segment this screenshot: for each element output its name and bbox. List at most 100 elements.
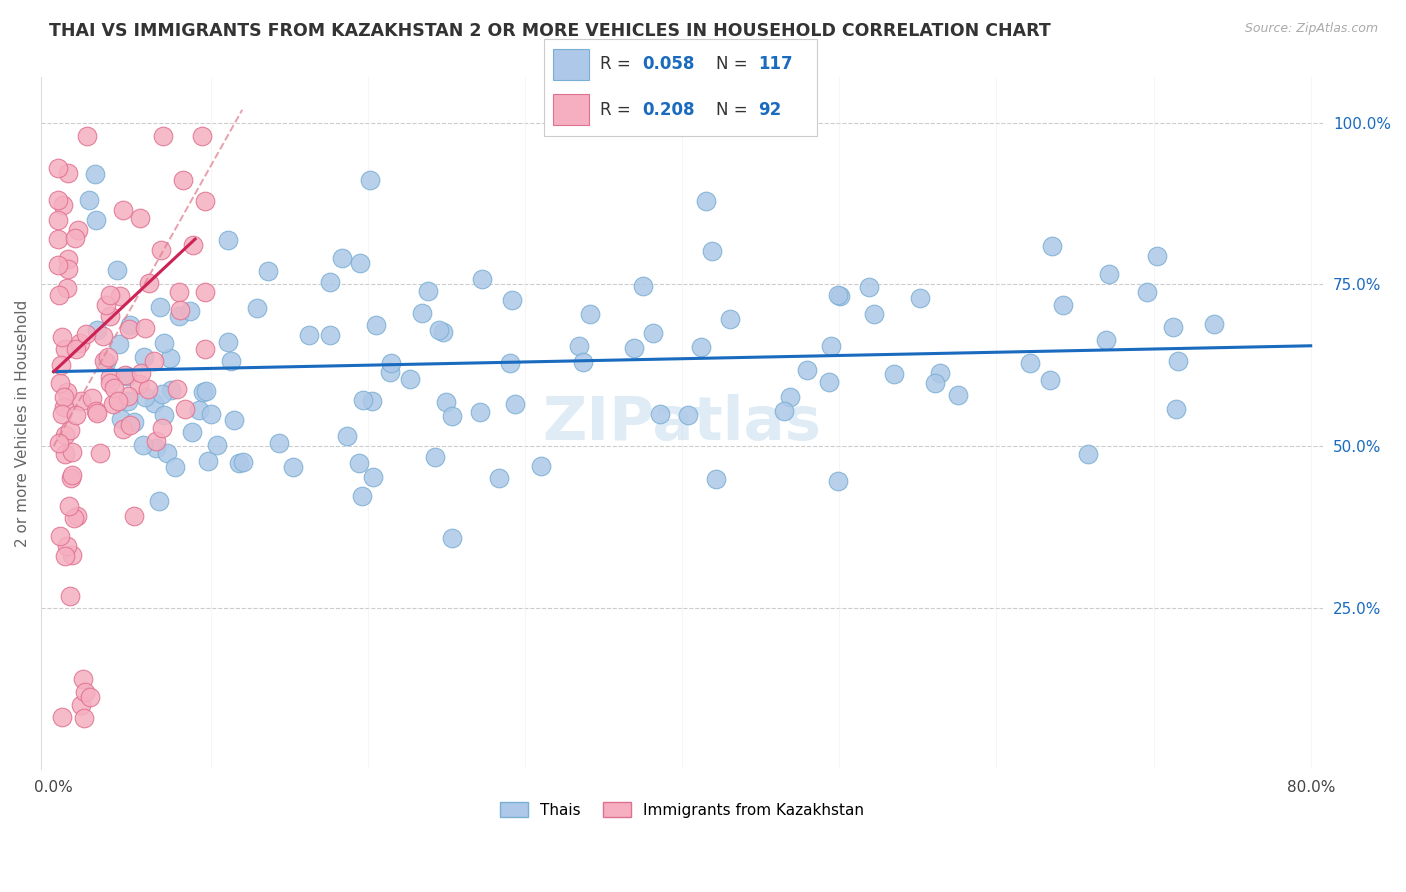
Point: [704, 472, 727, 486]
Text: ZIPatlas: ZIPatlas: [543, 394, 821, 453]
Point: [166, 382, 188, 396]
Point: [283, 459, 305, 474]
Point: [46, 212, 69, 227]
Point: [91, 328, 114, 343]
Point: [224, 413, 246, 427]
Point: [48, 435, 70, 450]
Point: [143, 395, 166, 409]
Point: [129, 366, 152, 380]
Point: [56, 166, 79, 180]
Point: [67, 223, 90, 237]
Point: [65, 343, 87, 357]
Point: [145, 441, 167, 455]
Point: [364, 318, 387, 332]
Point: [58, 252, 80, 266]
Point: [86, 323, 108, 337]
Point: [93, 354, 115, 368]
Point: [779, 390, 801, 404]
Point: [52, 198, 75, 212]
Point: [145, 434, 167, 449]
Point: [623, 341, 645, 355]
Point: [695, 194, 717, 208]
Point: [49, 529, 72, 543]
Point: [1040, 239, 1063, 253]
Point: [194, 194, 217, 209]
Text: R =: R =: [600, 101, 637, 119]
Point: [149, 243, 172, 257]
Point: [181, 237, 204, 252]
Point: [49, 358, 72, 372]
Point: [641, 326, 664, 341]
Point: [52, 401, 75, 415]
Point: [194, 343, 217, 357]
Point: [246, 301, 269, 315]
Y-axis label: 2 or more Vehicles in Household: 2 or more Vehicles in Household: [15, 300, 30, 547]
Point: [352, 392, 374, 407]
Point: [59, 423, 82, 437]
Point: [1164, 402, 1187, 417]
Point: [136, 382, 159, 396]
Point: [72, 710, 94, 724]
Point: [772, 404, 794, 418]
Point: [60, 467, 83, 482]
Point: [200, 408, 222, 422]
Point: [53, 549, 76, 563]
Point: [232, 455, 254, 469]
Point: [148, 493, 170, 508]
Point: [122, 508, 145, 523]
Point: [69, 336, 91, 351]
Point: [60, 444, 83, 458]
Point: [118, 322, 141, 336]
Point: [101, 397, 124, 411]
Point: [149, 300, 172, 314]
Point: [58, 500, 80, 514]
Point: [55, 342, 77, 356]
Text: N =: N =: [716, 55, 752, 73]
Point: [187, 403, 209, 417]
Point: [156, 446, 179, 460]
Point: [97, 350, 120, 364]
Text: N =: N =: [716, 101, 752, 119]
Point: [1163, 320, 1185, 334]
Point: [84, 404, 107, 418]
Text: R =: R =: [600, 55, 637, 73]
Point: [76, 128, 98, 143]
Point: [169, 302, 191, 317]
Point: [398, 371, 420, 385]
Point: [924, 376, 946, 391]
Point: [48, 288, 70, 302]
Point: [98, 288, 121, 302]
Point: [179, 304, 201, 318]
Point: [51, 710, 73, 724]
Point: [488, 470, 510, 484]
Point: [120, 418, 142, 433]
Point: [56, 384, 79, 399]
Point: [194, 285, 217, 299]
Point: [94, 355, 117, 369]
Text: THAI VS IMMIGRANTS FROM KAZAKHSTAN 2 OR MORE VEHICLES IN HOUSEHOLD CORRELATION C: THAI VS IMMIGRANTS FROM KAZAKHSTAN 2 OR …: [49, 22, 1050, 40]
Point: [180, 425, 202, 440]
Point: [228, 456, 250, 470]
Point: [152, 128, 174, 143]
Point: [120, 318, 142, 332]
Point: [65, 408, 87, 422]
Point: [110, 289, 132, 303]
Point: [205, 438, 228, 452]
Point: [153, 336, 176, 351]
Bar: [553, 49, 589, 79]
Point: [59, 589, 82, 603]
Point: [66, 508, 89, 523]
Point: [150, 421, 173, 435]
Point: [86, 406, 108, 420]
Point: [318, 275, 340, 289]
Bar: [553, 95, 589, 125]
Point: [221, 353, 243, 368]
Text: Source: ZipAtlas.com: Source: ZipAtlas.com: [1244, 22, 1378, 36]
Point: [117, 389, 139, 403]
Point: [49, 376, 72, 391]
Point: [827, 287, 849, 301]
Point: [378, 365, 401, 379]
Point: [63, 511, 86, 525]
Point: [174, 401, 197, 416]
Point: [107, 337, 129, 351]
